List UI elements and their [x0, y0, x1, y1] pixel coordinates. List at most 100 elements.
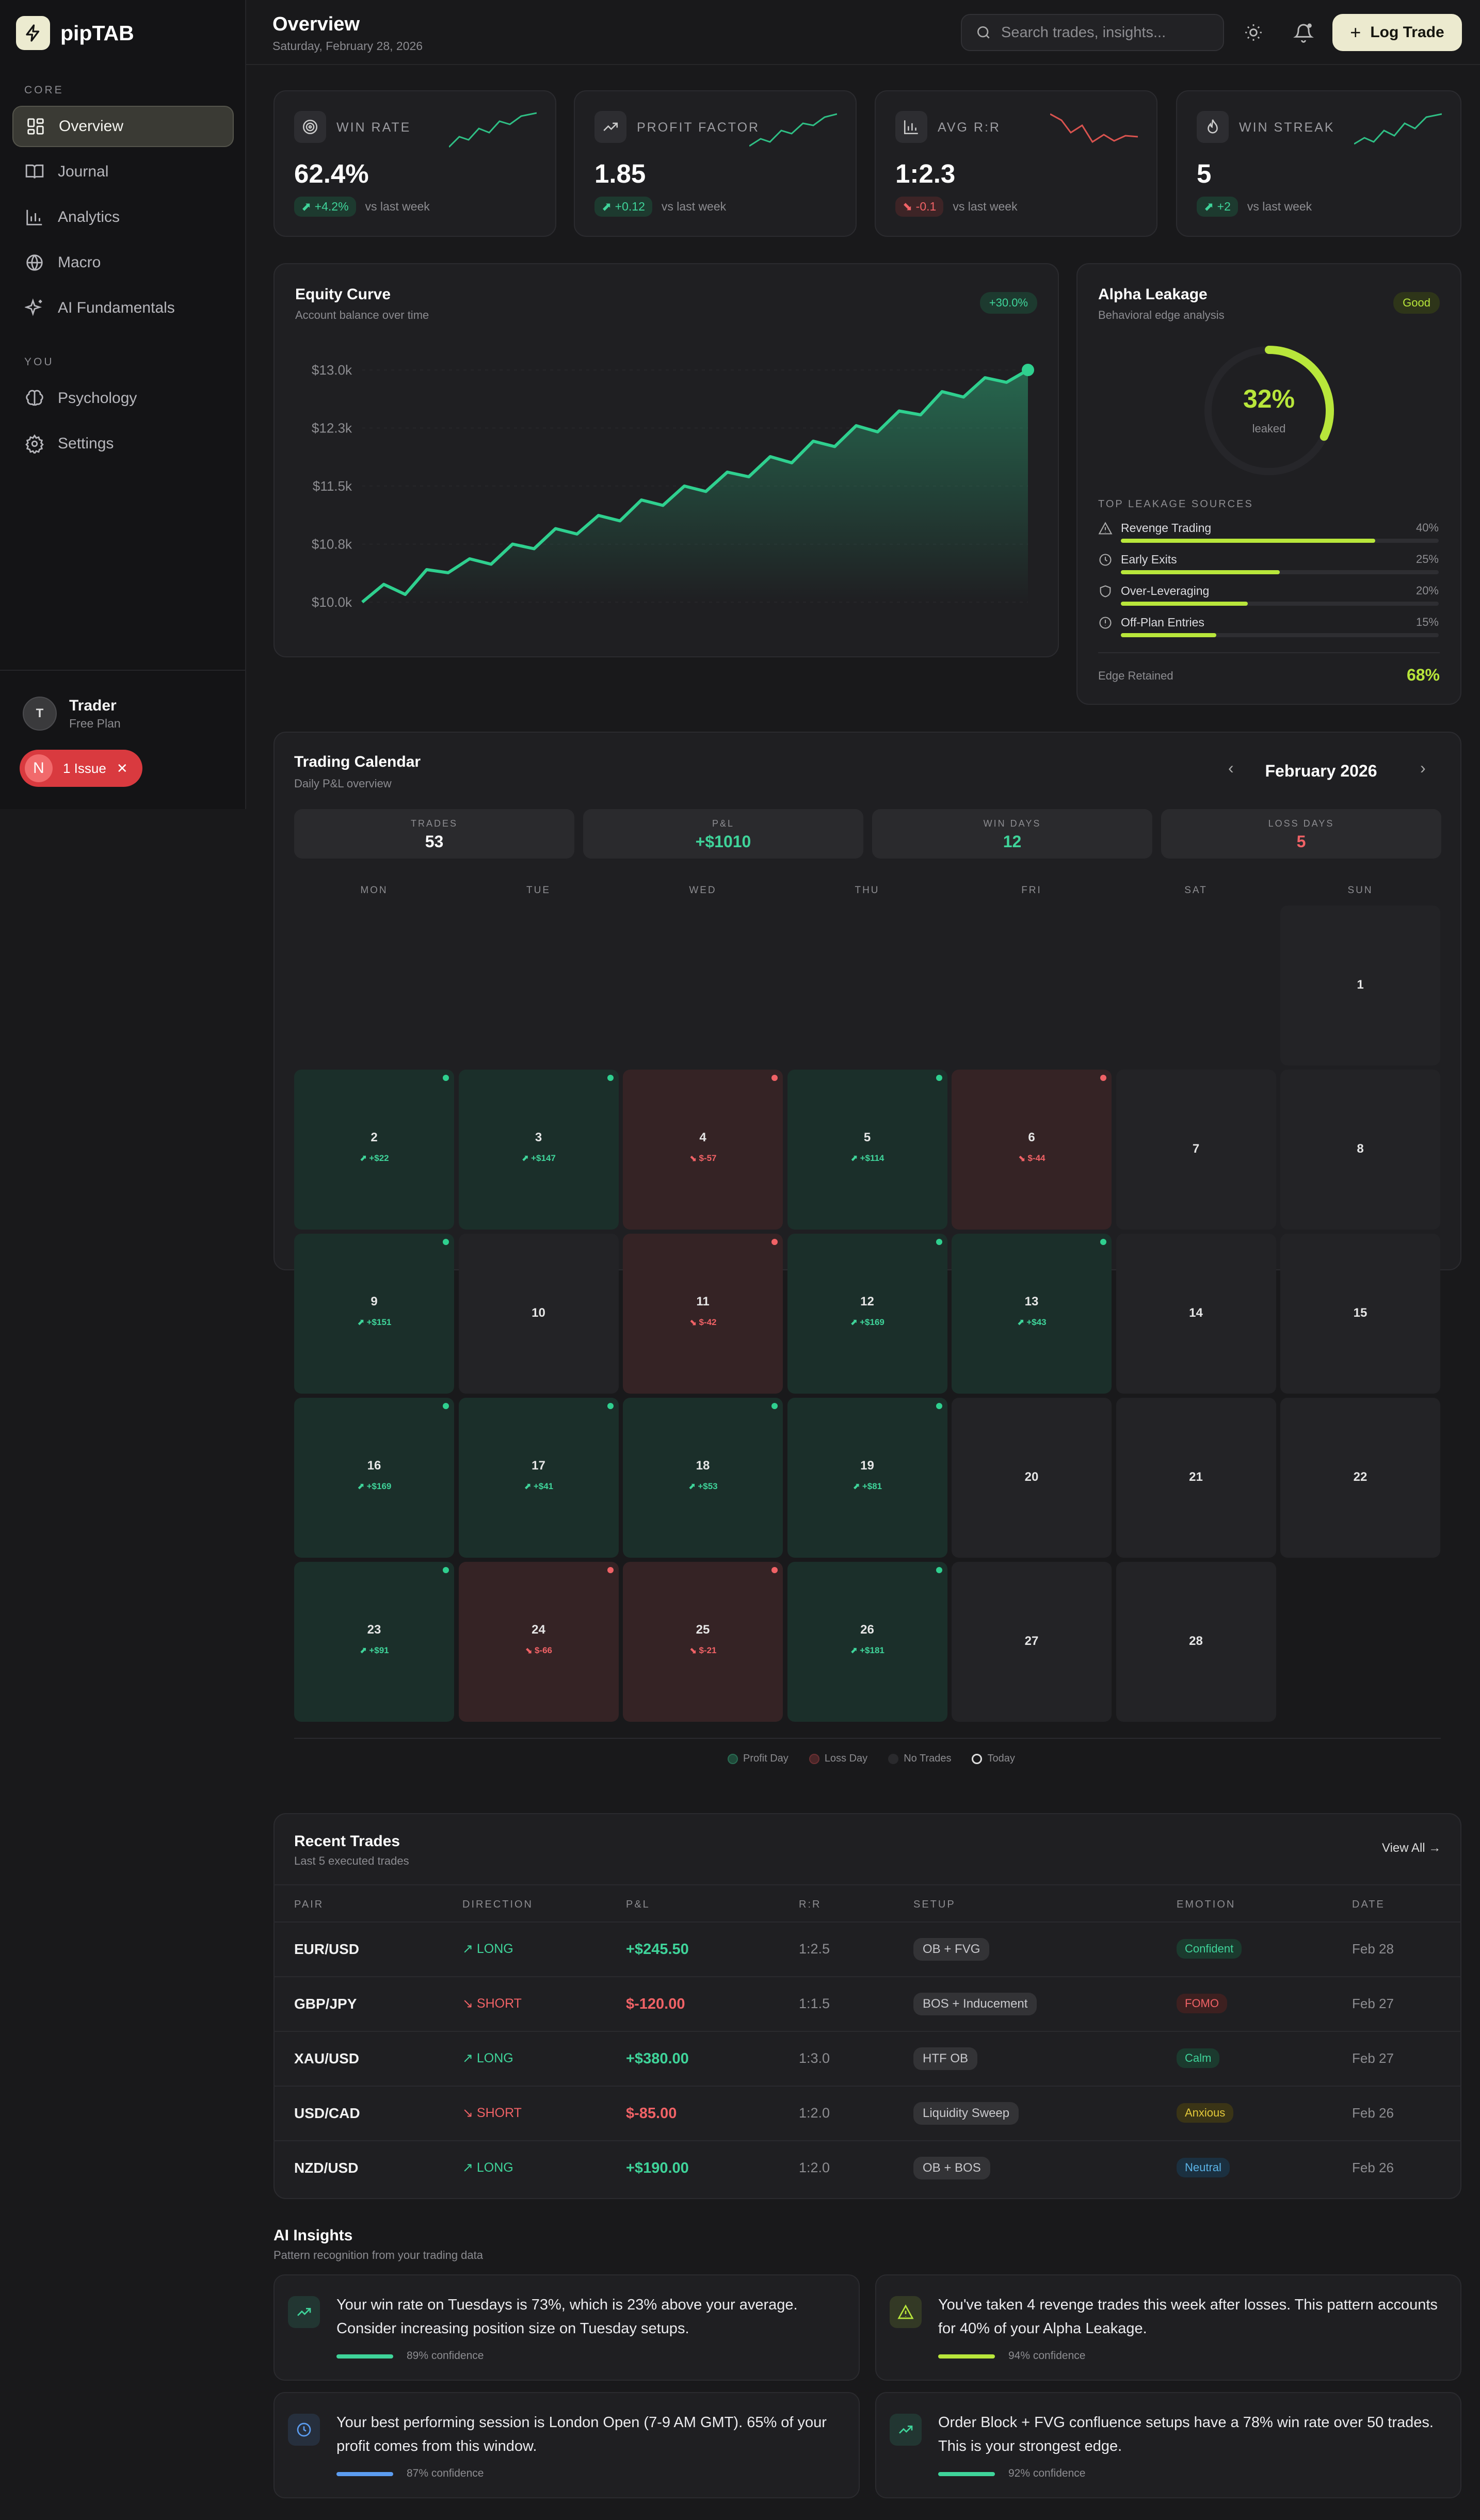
calendar-summary-trades: TRADES 53: [294, 809, 574, 859]
calendar-day[interactable]: 27: [952, 1562, 1112, 1722]
stat-card-win-rate[interactable]: WIN RATE 62.4% ⬈ +4.2% vs last week: [274, 90, 556, 237]
day-number: 7: [1192, 1142, 1200, 1156]
sidebar-item-label: Psychology: [58, 390, 137, 407]
calendar-day[interactable]: 9 ⬈ +$151: [294, 1234, 454, 1394]
table-row[interactable]: XAU/USD ↗ LONG +$380.00 1:3.0 HTF OB Calm Feb …: [274, 2031, 1461, 2086]
equity-endpoint: [1022, 364, 1034, 376]
calendar-day[interactable]: 7: [1116, 1070, 1276, 1230]
theme-toggle-button[interactable]: [1238, 18, 1268, 47]
current-month: February 2026: [1265, 762, 1377, 780]
notifications-button[interactable]: [1289, 18, 1318, 47]
calendar-day[interactable]: 20: [952, 1398, 1112, 1558]
calendar-day[interactable]: 19 ⬈ +$81: [787, 1398, 947, 1558]
alpha-leakage-card: Alpha Leakage Behavioral edge analysis G…: [1076, 263, 1461, 705]
leak-source: Off-Plan Entries 15%: [1098, 616, 1439, 643]
calendar-day[interactable]: 25 ⬊ $-21: [623, 1562, 783, 1722]
calendar-day[interactable]: 10: [458, 1234, 619, 1394]
trade-setup-tag: BOS + Inducement: [913, 1993, 1037, 2015]
day-number: 27: [1024, 1634, 1039, 1648]
equity-curve-card: Equity Curve Account balance over time +…: [274, 263, 1059, 657]
log-trade-label: Log Trade: [1370, 24, 1444, 41]
page-title: Overview: [272, 13, 360, 35]
issue-badge[interactable]: N 1 Issue ✕: [20, 750, 142, 787]
next-month-button[interactable]: ›: [1420, 758, 1426, 778]
stat-note: vs last week: [1247, 200, 1312, 213]
view-all-link[interactable]: View All →: [1382, 1841, 1441, 1855]
sparkline: [449, 112, 537, 148]
calendar-day[interactable]: 12 ⬈ +$169: [787, 1234, 947, 1394]
sidebar-item-journal[interactable]: Journal: [12, 151, 234, 192]
table-row[interactable]: NZD/USD ↗ LONG +$190.00 1:2.0 OB + BOS Neutra…: [274, 2140, 1461, 2195]
calendar-day[interactable]: 18 ⬈ +$53: [623, 1398, 783, 1558]
insight-card[interactable]: Your win rate on Tuesdays is 73%, which …: [274, 2274, 860, 2381]
calendar-day[interactable]: 8: [1280, 1070, 1440, 1230]
calendar-day[interactable]: 28: [1116, 1562, 1276, 1722]
table-row[interactable]: USD/CAD ↘ SHORT $-85.00 1:2.0 Liquidity Swee…: [274, 2086, 1461, 2140]
calendar-day[interactable]: 2 ⬈ +$22: [294, 1070, 454, 1230]
sidebar-item-label: Analytics: [58, 208, 120, 225]
sidebar-item-overview[interactable]: Overview: [12, 106, 234, 147]
book-icon: [25, 164, 44, 179]
user-profile[interactable]: T Trader Free Plan: [23, 697, 121, 731]
sidebar-item-label: Settings: [58, 435, 114, 452]
calendar-day[interactable]: 22: [1280, 1398, 1440, 1558]
day-number: 5: [863, 1130, 871, 1144]
insight-card[interactable]: Your best performing session is London O…: [274, 2392, 860, 2498]
calendar-day[interactable]: 26 ⬈ +$181: [787, 1562, 947, 1722]
day-number: 13: [1024, 1295, 1039, 1309]
insight-card[interactable]: You've taken 4 revenge trades this week …: [875, 2274, 1461, 2381]
day-indicator-dot: [936, 1403, 942, 1409]
stat-change: ⬈ +4.2%: [294, 197, 356, 217]
shield-icon: [1100, 585, 1111, 597]
day-pnl: ⬈ +$22: [359, 1153, 389, 1163]
sidebar-item-analytics[interactable]: Analytics: [12, 197, 234, 238]
calendar-day[interactable]: 6 ⬊ $-44: [952, 1070, 1112, 1230]
table-row[interactable]: GBP/JPY ↘ SHORT $-120.00 1:1.5 BOS + Inducem…: [274, 1976, 1461, 2031]
calendar-day[interactable]: 5 ⬈ +$114: [787, 1070, 947, 1230]
stat-card-win-streak[interactable]: WIN STREAK 5 ⬈ +2 vs last week: [1176, 90, 1461, 237]
calendar-day[interactable]: 14: [1116, 1234, 1276, 1394]
sidebar-item-settings[interactable]: Settings: [12, 423, 234, 464]
summary-value: +$1010: [695, 832, 751, 851]
calendar-day[interactable]: 23 ⬈ +$91: [294, 1562, 454, 1722]
y-tick-label: $10.0k: [312, 594, 352, 610]
calendar-day[interactable]: 1: [1280, 906, 1440, 1065]
clock-icon: [1099, 554, 1112, 566]
day-indicator-dot: [771, 1567, 778, 1573]
col-rr: R:R: [799, 1899, 822, 1910]
log-trade-button[interactable]: + Log Trade: [1332, 14, 1462, 51]
table-row[interactable]: EUR/USD ↗ LONG +$245.50 1:2.5 OB + FVG Confid…: [274, 1921, 1461, 1976]
calendar-day[interactable]: 17 ⬈ +$41: [458, 1398, 619, 1558]
calendar-day[interactable]: 21: [1116, 1398, 1276, 1558]
summary-label: TRADES: [410, 818, 458, 829]
trade-pnl: $-85.00: [626, 2105, 677, 2122]
page-date: Saturday, February 28, 2026: [272, 39, 423, 53]
trade-pnl: +$245.50: [626, 1941, 689, 1958]
calendar-day[interactable]: 15: [1280, 1234, 1440, 1394]
stat-card-profit-factor[interactable]: PROFIT FACTOR 1.85 ⬈ +0.12 vs last week: [574, 90, 857, 237]
calendar-day[interactable]: 16 ⬈ +$169: [294, 1398, 454, 1558]
day-number: 26: [860, 1623, 874, 1637]
prev-month-button[interactable]: ‹: [1228, 758, 1234, 778]
calendar-day[interactable]: 11 ⬊ $-42: [623, 1234, 783, 1394]
day-indicator-dot: [607, 1403, 614, 1409]
user-plan: Free Plan: [69, 716, 121, 730]
sidebar-item-macro[interactable]: Macro: [12, 242, 234, 283]
sidebar-item-psychology[interactable]: Psychology: [12, 378, 234, 419]
app-logo[interactable]: pipTAB: [16, 16, 134, 50]
calendar-day[interactable]: 24 ⬊ $-66: [458, 1562, 619, 1722]
search-box[interactable]: [961, 14, 1224, 51]
insight-card[interactable]: Order Block + FVG confluence setups have…: [875, 2392, 1461, 2498]
chevron-left-icon: ‹: [1228, 758, 1234, 777]
search-input[interactable]: [1001, 24, 1208, 41]
calendar-day[interactable]: 4 ⬊ $-57: [623, 1070, 783, 1230]
search-icon: [977, 26, 990, 39]
summary-value: 12: [1003, 832, 1022, 851]
sparkline: [1354, 113, 1442, 145]
trade-direction: ↗ LONG: [462, 2051, 513, 2065]
calendar-day[interactable]: 13 ⬈ +$43: [952, 1234, 1112, 1394]
stat-card-avg-rr[interactable]: AVG R:R 1:2.3 ⬊ -0.1 vs last week: [875, 90, 1157, 237]
calendar-day[interactable]: 3 ⬈ +$147: [458, 1070, 619, 1230]
close-icon[interactable]: ✕: [116, 760, 128, 776]
sidebar-item-ai-fundamentals[interactable]: AI Fundamentals: [12, 287, 234, 329]
